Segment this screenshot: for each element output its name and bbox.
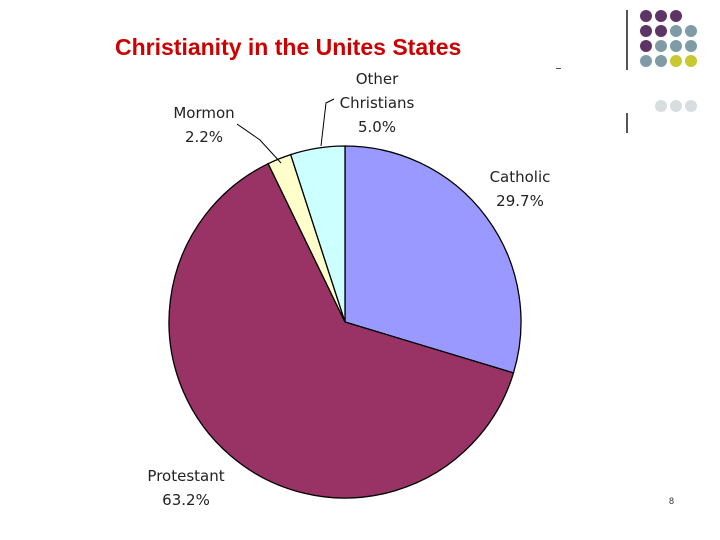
deco-dot xyxy=(685,55,697,67)
deco-dot xyxy=(670,25,682,37)
deco-dot xyxy=(640,40,652,52)
value-label-other-christians: 5.0% xyxy=(358,118,396,136)
value-label-mormon: 2.2% xyxy=(185,128,223,146)
deco-line-bottom xyxy=(626,113,628,133)
deco-dot xyxy=(640,55,652,67)
pie-slice-protestant xyxy=(168,162,515,499)
category-label-mormon: Mormon xyxy=(173,104,234,122)
category-label-other-christians: Christians xyxy=(340,94,415,112)
deco-dot xyxy=(685,100,697,112)
deco-dot xyxy=(685,25,697,37)
deco-dot xyxy=(655,10,667,22)
deco-dot xyxy=(655,100,667,112)
slide-title: Christianity in the Unites States xyxy=(115,34,462,60)
deco-dot xyxy=(670,100,682,112)
category-label-catholic: Catholic xyxy=(490,168,551,186)
pie-slice-other-christians xyxy=(289,145,346,323)
category-label-other-christians: Other xyxy=(356,70,399,88)
deco-line-top xyxy=(626,10,628,70)
value-label-protestant: 63.2% xyxy=(162,491,210,509)
deco-dot xyxy=(655,40,667,52)
deco-dot xyxy=(670,10,682,22)
deco-dot xyxy=(640,10,652,22)
pie-slice-catholic xyxy=(344,145,522,374)
category-label-protestant: Protestant xyxy=(147,467,224,485)
deco-dot xyxy=(640,25,652,37)
title-divider xyxy=(556,68,561,69)
leader-line-mormon xyxy=(236,123,282,164)
page-number: 8 xyxy=(669,496,675,506)
decorative-dot-grid xyxy=(626,10,720,135)
deco-dot xyxy=(685,40,697,52)
deco-dot xyxy=(655,55,667,67)
leader-line-other-christians xyxy=(320,98,335,147)
deco-dot xyxy=(670,40,682,52)
deco-dot xyxy=(655,25,667,37)
deco-dot xyxy=(670,55,682,67)
value-label-catholic: 29.7% xyxy=(496,192,544,210)
